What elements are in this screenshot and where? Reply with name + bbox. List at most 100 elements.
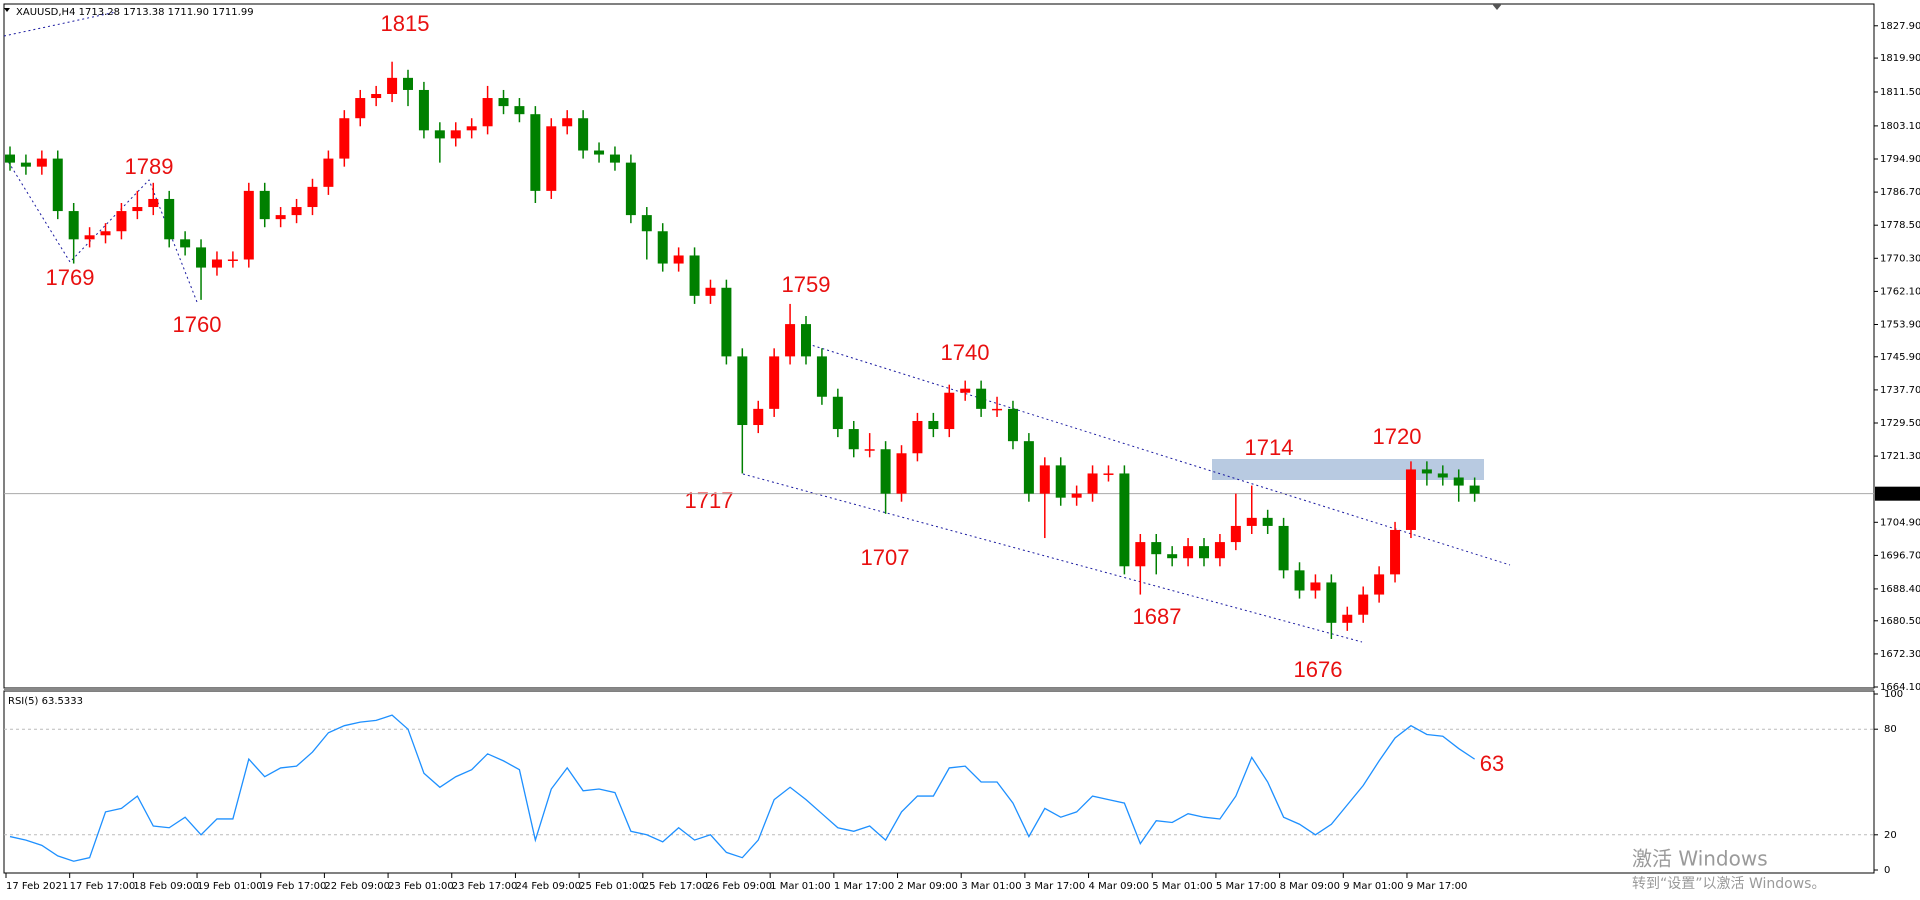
x-tick-label: 3 Mar 01:00	[961, 881, 1021, 892]
candle-body	[1071, 493, 1082, 498]
candle-body	[578, 118, 589, 151]
candle-body	[880, 449, 891, 494]
x-tick-label: 17 Feb 17:00	[70, 881, 136, 892]
candle-body	[1326, 582, 1337, 623]
candle-body	[896, 453, 907, 494]
candle-body	[418, 89, 429, 131]
y-tick-label: 1794.90	[1880, 154, 1920, 165]
candle-body	[339, 118, 350, 159]
candle-body	[5, 154, 15, 163]
candle-body	[848, 429, 859, 450]
swing-label: 1815	[381, 11, 430, 36]
candle-body	[1342, 614, 1353, 623]
candle-body	[705, 287, 716, 296]
candle-body	[721, 287, 732, 357]
candle-body	[1453, 477, 1464, 486]
candle-body	[227, 259, 238, 262]
candle-body	[1167, 554, 1178, 559]
swing-label: 1717	[685, 488, 734, 513]
candle-body	[196, 247, 207, 268]
rsi-label: 63	[1480, 751, 1504, 776]
y-tick-label: 1811.50	[1880, 87, 1920, 98]
watermark-title: 激活 Windows	[1632, 847, 1768, 871]
candle-body	[1151, 542, 1162, 555]
candle-body	[641, 215, 652, 232]
candle-body	[498, 98, 509, 107]
candle-body	[403, 77, 413, 90]
x-tick-label: 3 Mar 17:00	[1025, 881, 1085, 892]
y-tick-label: 1778.50	[1880, 220, 1920, 231]
swing-label: 1740	[941, 340, 990, 365]
candle-body	[609, 154, 620, 163]
trend-line	[3, 11, 117, 37]
candle-body	[1055, 465, 1066, 498]
zigzag	[5, 157, 198, 303]
candle-body	[482, 98, 493, 127]
x-tick-label: 17 Feb 2021	[6, 881, 68, 892]
swing-label: 1760	[173, 312, 222, 337]
x-tick-label: 1 Mar 01:00	[770, 881, 830, 892]
candle-body	[992, 408, 1003, 411]
candle-body	[1390, 529, 1401, 575]
y-tick-label: 1688.40	[1880, 584, 1920, 595]
candle-body	[816, 356, 827, 397]
candle-body	[1278, 525, 1289, 571]
candle-body	[434, 130, 445, 139]
x-tick-label: 22 Feb 09:00	[324, 881, 390, 892]
candle-body	[1199, 546, 1209, 559]
candle-body	[1039, 465, 1050, 494]
shift-marker	[1492, 4, 1502, 10]
x-tick-label: 19 Feb 17:00	[261, 881, 327, 892]
rsi-line	[9, 714, 1475, 862]
menu-arrow	[4, 8, 10, 12]
x-tick-label: 26 Feb 09:00	[706, 881, 772, 892]
channel-lower	[742, 473, 1363, 643]
candle-body	[20, 162, 31, 167]
candle-body	[1135, 542, 1146, 567]
swing-label: 1759	[782, 272, 831, 297]
candle-body	[1183, 546, 1194, 559]
candle-body	[259, 190, 270, 220]
y-tick-label: 100	[1884, 689, 1903, 700]
candle-body	[673, 255, 684, 264]
candle-body	[275, 215, 286, 220]
candle-body	[1262, 517, 1273, 526]
candle-body	[1469, 485, 1480, 494]
candle-body	[514, 106, 525, 115]
candle-body	[211, 259, 222, 268]
y-tick-label: 1680.50	[1880, 616, 1920, 627]
candle-body	[84, 235, 95, 240]
x-tick-label: 4 Mar 09:00	[1089, 881, 1149, 892]
candle-body	[801, 324, 811, 357]
x-tick-label: 18 Feb 09:00	[133, 881, 199, 892]
candle-body	[180, 239, 191, 248]
candle-body	[100, 231, 111, 236]
x-tick-label: 2 Mar 09:00	[898, 881, 958, 892]
candle-body	[132, 207, 143, 212]
candle-body	[864, 449, 875, 451]
candle-body	[1421, 469, 1432, 474]
y-tick-label: 1745.90	[1880, 352, 1920, 363]
x-tick-label: 25 Feb 17:00	[643, 881, 709, 892]
candle-body	[530, 114, 541, 191]
candle-body	[737, 356, 748, 426]
candle-body	[1103, 473, 1114, 475]
y-tick-label: 1672.30	[1880, 649, 1920, 660]
candle-body	[52, 158, 63, 212]
x-tick-label: 23 Feb 17:00	[452, 881, 518, 892]
candle-body	[387, 77, 398, 95]
x-tick-label: 5 Mar 01:00	[1152, 881, 1212, 892]
swing-label: 1707	[861, 545, 910, 570]
candle-body	[371, 94, 382, 99]
y-tick-label: 1827.90	[1880, 21, 1920, 32]
y-tick-label: 1721.30	[1880, 451, 1920, 462]
candle-body	[1214, 542, 1225, 559]
swing-label: 1769	[46, 265, 95, 290]
x-tick-label: 8 Mar 09:00	[1280, 881, 1340, 892]
x-tick-label: 25 Feb 01:00	[579, 881, 645, 892]
candle-body	[562, 118, 573, 127]
candle-body	[164, 198, 175, 240]
